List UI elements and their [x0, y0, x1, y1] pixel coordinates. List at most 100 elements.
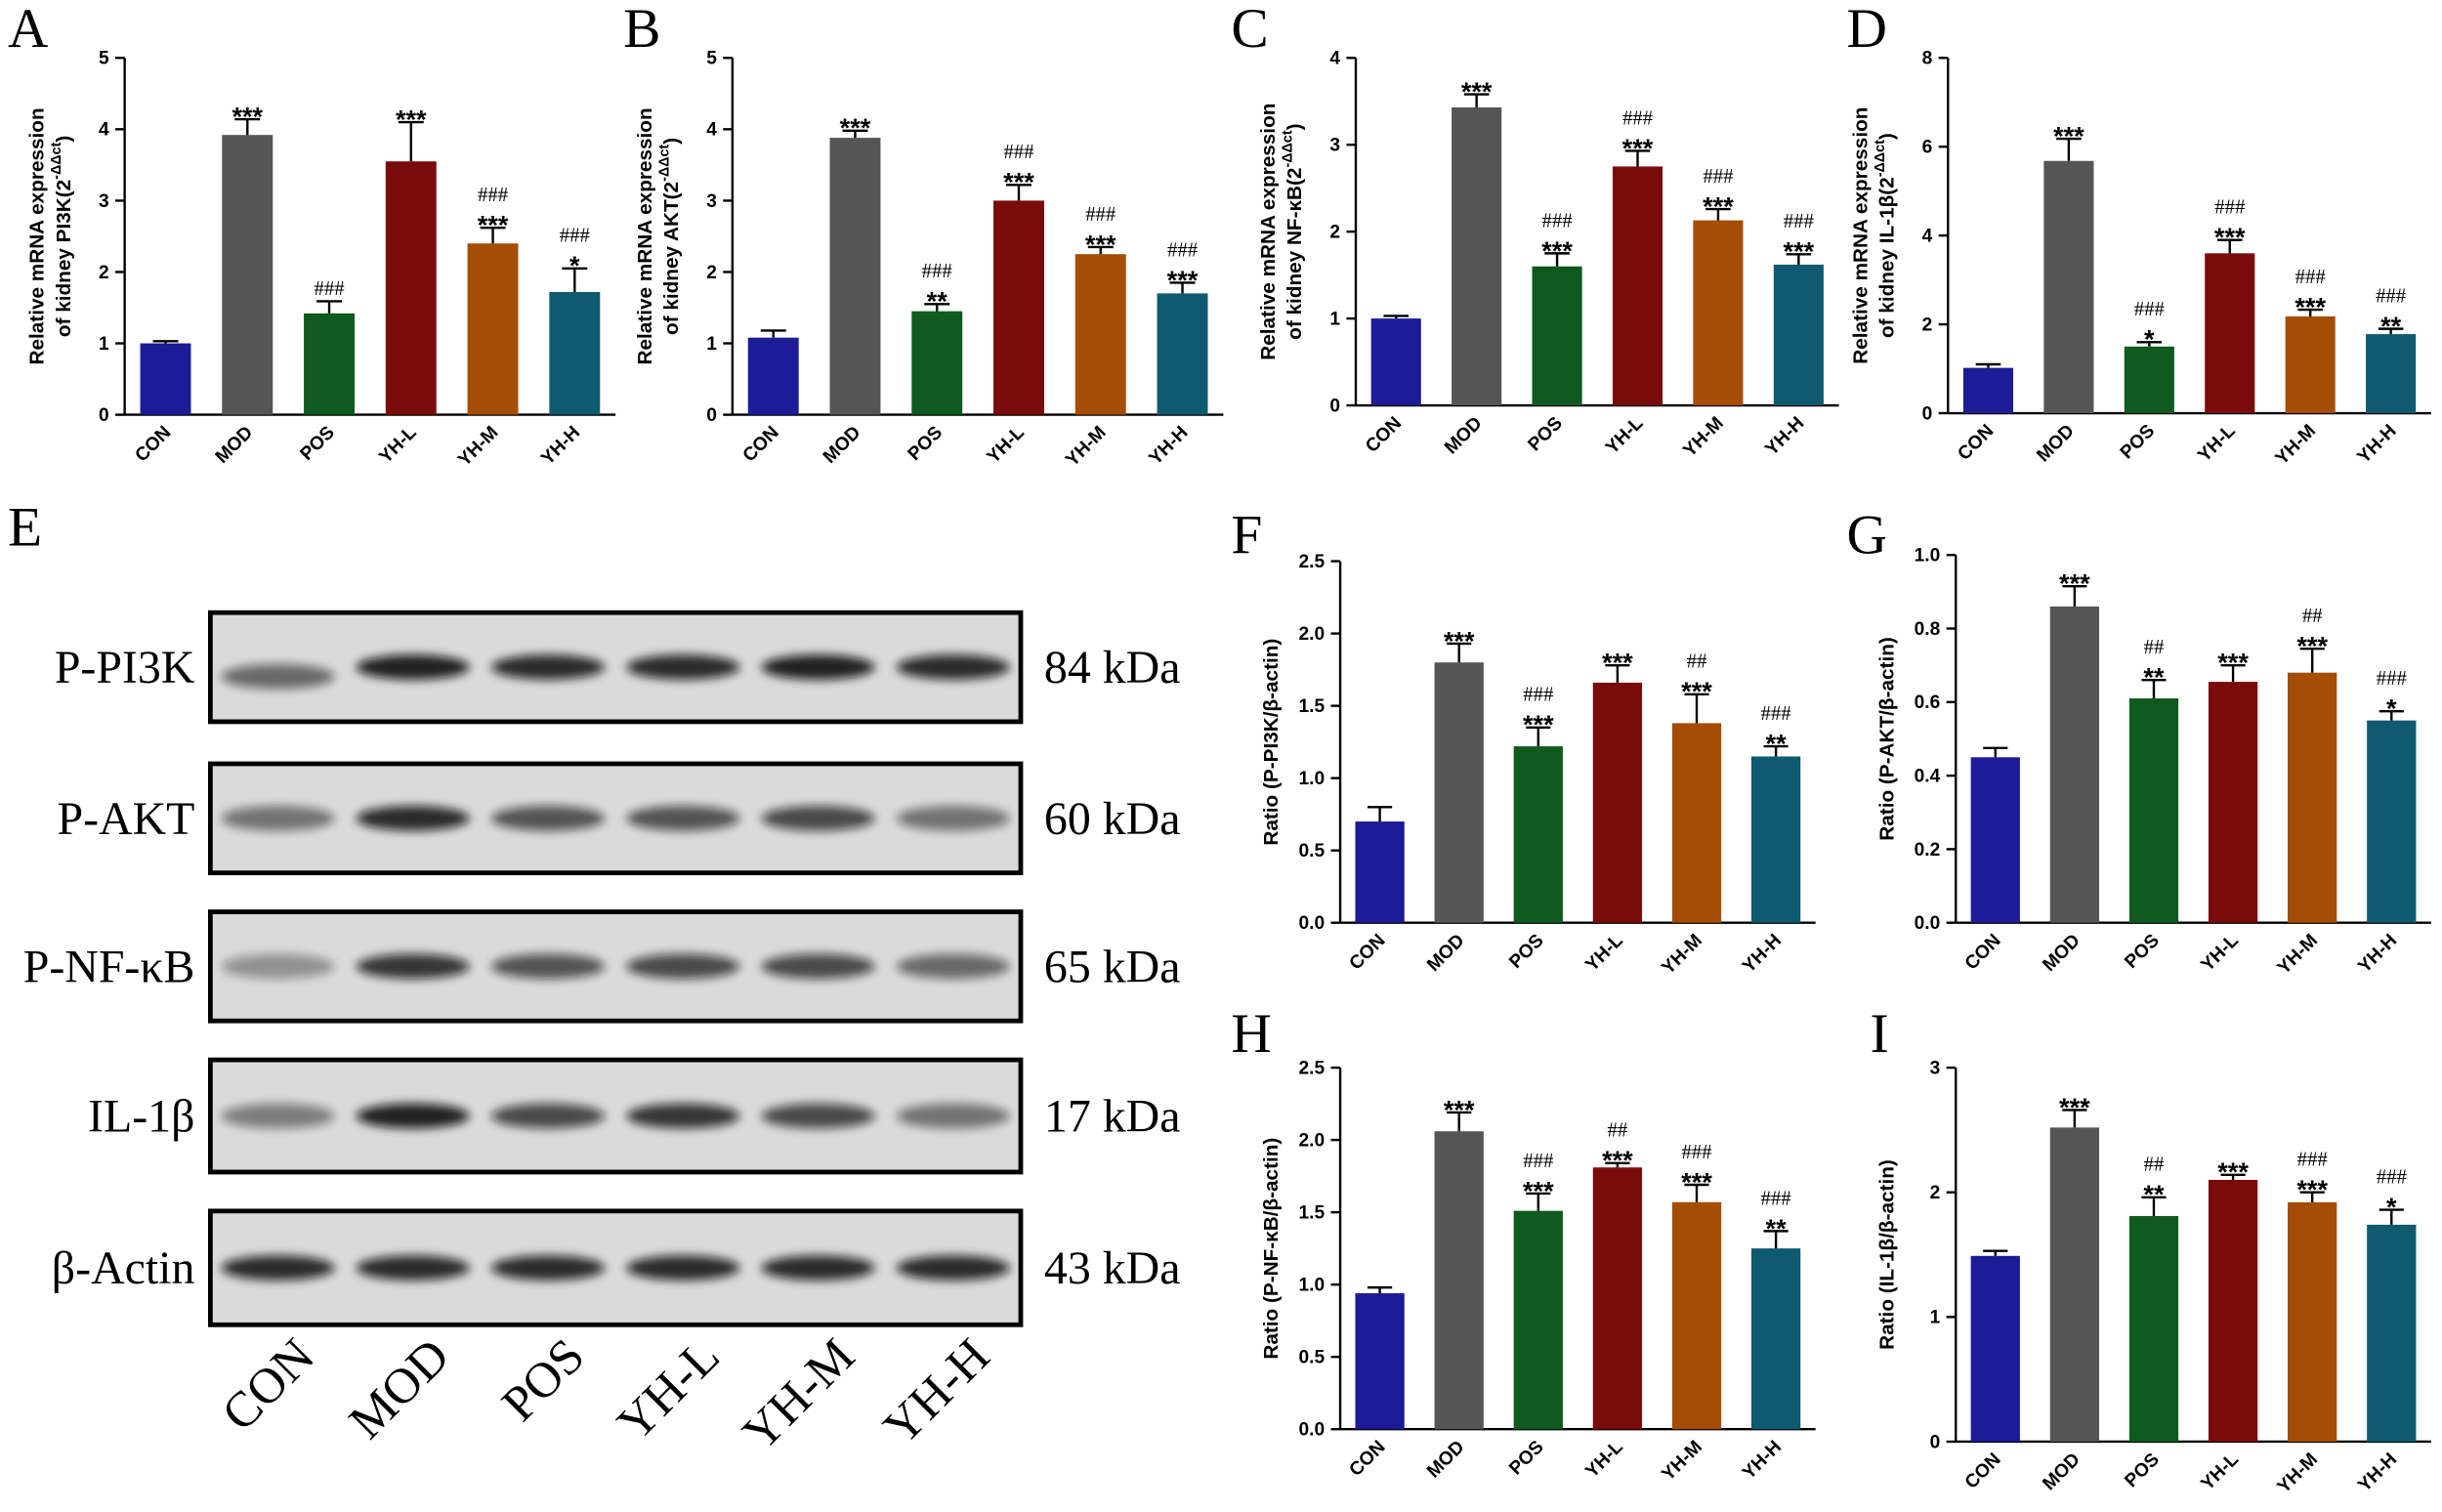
- x-tick-label: CON: [739, 422, 783, 466]
- x-tick-label: YH-M: [2274, 1449, 2322, 1497]
- error-bar: [1684, 693, 1709, 724]
- significance-hashes: ###: [1085, 204, 1116, 226]
- protein-label: IL-1β: [88, 1090, 194, 1142]
- y-tick-label: 2: [99, 263, 109, 283]
- y-tick-label: 1.0: [1299, 769, 1326, 789]
- significance-stars: ***: [1602, 1145, 1633, 1175]
- error-bar: [2220, 663, 2246, 683]
- x-tick-label: MOD: [820, 422, 865, 468]
- y-tick-label: 2: [1930, 1183, 1941, 1203]
- y-label-line: Relative mRNA expression: [634, 107, 656, 364]
- significance-stars: ***: [2217, 648, 2249, 678]
- bar-chart: H Ratio (P-NF-κB/β-actin) 0.0 0.5 1.0 1.5 2.0 2…: [1231, 1003, 1816, 1485]
- y-tick-label: 2.5: [1299, 552, 1326, 572]
- x-tick-label: CON: [1346, 1437, 1390, 1481]
- significance-stars: ***: [1523, 1175, 1554, 1205]
- bar: [2288, 1201, 2337, 1442]
- bar: [1750, 756, 1801, 923]
- y-tick-label: 6: [1922, 138, 1933, 158]
- y-label-sup: -ΔΔct: [1281, 130, 1296, 167]
- error-bar: [1006, 184, 1032, 201]
- blot-band: [626, 953, 740, 980]
- y-tick-label: 1: [99, 334, 109, 355]
- significance-hashes: ###: [478, 185, 508, 206]
- blot-band: [896, 1103, 1010, 1129]
- x-tick-label: POS: [1525, 413, 1568, 456]
- y-tick-label: 0: [706, 405, 717, 426]
- bar: [747, 337, 799, 415]
- y-label-end: ): [1875, 133, 1898, 140]
- x-tick-label: MOD: [2033, 421, 2079, 467]
- x-tick-label: POS: [2121, 930, 2164, 973]
- blot-band: [761, 1103, 875, 1129]
- y-label-text: Ratio (P-NF-κB/β-actin): [1260, 1138, 1283, 1360]
- y-tick-label: 2: [1329, 223, 1340, 243]
- x-tick-label: POS: [905, 422, 947, 465]
- y-tick-label: 1.5: [1299, 1203, 1326, 1224]
- bar: [1970, 757, 2020, 923]
- bar: [1693, 220, 1744, 406]
- significance-hashes: ##: [2144, 1155, 2165, 1176]
- blot-band: [356, 806, 470, 831]
- x-tick-label: CON: [1961, 931, 2005, 975]
- bar: [2208, 1179, 2258, 1442]
- significance-stars: ***: [232, 101, 263, 131]
- y-tick-label: 0.4: [1915, 766, 1941, 786]
- error-bar: [1763, 744, 1789, 757]
- bar: [1592, 682, 1643, 923]
- error-bar: [760, 329, 786, 338]
- x-tick-label: MOD: [1441, 413, 1487, 459]
- y-label-text: of kidney AKT(2: [660, 182, 683, 335]
- error-bar: [1975, 362, 2001, 368]
- significance-hashes: ###: [1703, 166, 1733, 188]
- error-bar: [2062, 584, 2087, 607]
- y-tick-label: 4: [1329, 49, 1340, 69]
- significance-hashes: ###: [1003, 142, 1033, 163]
- significance-stars: ***: [1622, 133, 1654, 163]
- bar: [1962, 367, 2014, 414]
- blot-band: [221, 1103, 335, 1129]
- y-tick-label: 5: [706, 49, 717, 69]
- significance-stars: ***: [396, 104, 427, 134]
- group-label: YH-L: [608, 1328, 731, 1451]
- error-bar: [1763, 1230, 1789, 1249]
- y-tick-label: 2.0: [1299, 1130, 1326, 1151]
- bar: [2367, 1224, 2417, 1442]
- x-tick-label: YH-H: [2354, 1449, 2401, 1496]
- blot-band: [626, 806, 740, 831]
- x-tick-label: YH-H: [1761, 413, 1808, 460]
- y-label-text: of kidney IL-1β(2: [1875, 177, 1898, 338]
- y-tick-label: 2.5: [1299, 1058, 1326, 1078]
- y-tick-label: 4: [706, 120, 717, 141]
- group-label: YH-H: [873, 1328, 1000, 1455]
- y-tick-label: 1: [706, 334, 717, 355]
- error-bar: [562, 267, 588, 292]
- bar: [1592, 1167, 1643, 1430]
- bar-chart: C Relative mRNA expression of kidney NF-κB…: [1231, 0, 1839, 461]
- x-tick-label: CON: [1362, 413, 1406, 457]
- x-tick-label: MOD: [212, 422, 258, 468]
- y-axis-label: Relative mRNA expression of kidney NF-κB(…: [1257, 104, 1306, 360]
- panel-label: F: [1231, 505, 1262, 567]
- significance-hashes: ###: [1761, 1188, 1791, 1209]
- blot-band: [626, 1255, 740, 1281]
- bar: [1355, 821, 1405, 923]
- y-tick-label: 5: [99, 49, 109, 69]
- y-label-line: of kidney AKT(2-ΔΔct): [656, 138, 683, 335]
- blot-band: [490, 1255, 606, 1281]
- group-label: CON: [212, 1328, 325, 1442]
- bar: [2288, 672, 2337, 923]
- y-label-line: of kidney IL-1β(2-ΔΔct): [1873, 133, 1899, 338]
- x-tick-label: MOD: [1423, 930, 1469, 976]
- significance-hashes: ###: [2297, 1150, 2328, 1171]
- protein-label: P-NF-κB: [23, 941, 195, 992]
- error-bar: [1983, 746, 2008, 758]
- error-bar: [2220, 1173, 2246, 1180]
- error-bar: [316, 300, 343, 314]
- significance-stars: ***: [1541, 235, 1573, 266]
- y-label-line: Ratio (P-AKT/β-actin): [1875, 637, 1898, 840]
- bar: [2124, 346, 2174, 414]
- panel-label: G: [1847, 505, 1887, 567]
- error-bar: [398, 120, 424, 162]
- y-tick-label: 3: [706, 191, 717, 212]
